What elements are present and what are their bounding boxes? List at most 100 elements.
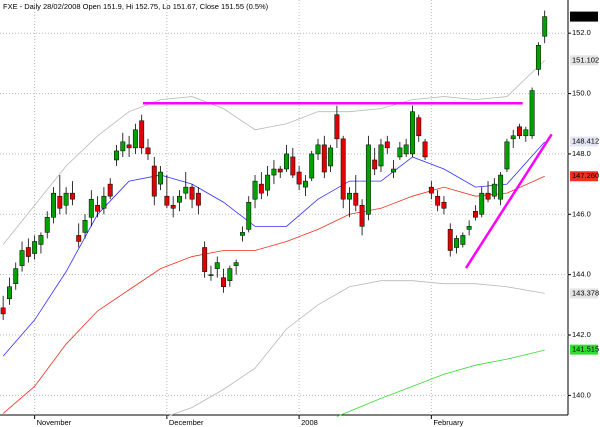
candle-body (435, 195, 441, 206)
candle-body (19, 250, 25, 266)
x-tick-label: December (169, 418, 204, 427)
candle-body (510, 135, 516, 140)
candle-body (529, 90, 535, 137)
y-tick-label: 146.0 (572, 209, 591, 218)
trendline (464, 133, 553, 269)
candle-body (347, 192, 352, 200)
candle-body (0, 307, 6, 315)
candle-body (491, 183, 497, 197)
y-tick-label: 140.0 (572, 390, 591, 399)
candle-body (69, 192, 75, 200)
candle-body (479, 192, 485, 215)
price-label: 147.260 (572, 171, 599, 180)
candle-body (454, 238, 459, 248)
price-label: 141.515 (572, 345, 599, 354)
candle-body (403, 144, 409, 155)
candle-body (158, 171, 164, 185)
candle-body (372, 159, 378, 170)
candle-body (202, 247, 208, 272)
price-label-box (570, 55, 598, 66)
candle-body (321, 144, 327, 173)
candle-body (151, 165, 157, 197)
candle-body (365, 144, 371, 215)
candle-body (523, 129, 529, 137)
candle-body (227, 268, 233, 281)
candle-body (189, 186, 195, 200)
x-tick-label: November (37, 418, 72, 427)
candle-body (139, 120, 145, 149)
price-label: 151.102 (572, 55, 599, 64)
candle-body (535, 45, 541, 70)
candle-body (195, 192, 201, 206)
candle-body (302, 180, 308, 188)
candle-body (246, 201, 252, 230)
candle-body (447, 229, 453, 251)
candle-body (221, 277, 227, 287)
candle-body (517, 126, 522, 137)
candle-body (309, 153, 315, 179)
candle-body (6, 286, 12, 300)
price-label-box (570, 171, 598, 182)
candle-body (284, 153, 289, 170)
candle-body (334, 114, 340, 140)
candle-body (277, 168, 283, 173)
candle-body (410, 111, 415, 155)
candle-body (183, 186, 189, 194)
candle-body (315, 144, 321, 155)
candle-body (542, 16, 548, 37)
y-tick-label: 144.0 (572, 270, 591, 279)
indicator-line (166, 280, 545, 417)
candle-body (378, 144, 384, 167)
price-label-box (570, 344, 598, 355)
candle-body (114, 150, 119, 161)
chart-title: FXE - Daily 28/02/2008 Open 151.9, Hi 15… (3, 2, 269, 11)
indicator-line (2, 141, 545, 357)
candle-body (95, 204, 101, 212)
candle-body (466, 226, 472, 230)
candle-body (265, 174, 271, 191)
price-label: 148.412 (572, 136, 599, 145)
x-tick-label: February (433, 418, 463, 427)
candle-body (258, 183, 264, 194)
candle-body (51, 192, 56, 218)
candle-body (82, 220, 88, 233)
candle-body (164, 195, 170, 206)
candle-body (391, 168, 397, 173)
candle-body (177, 195, 182, 203)
y-tick-label: 152.0 (572, 28, 591, 37)
x-tick-label: 2008 (301, 418, 318, 427)
candle-body (460, 235, 466, 245)
candle-body (485, 192, 491, 200)
candle-body (214, 262, 220, 269)
candle-body (384, 141, 390, 149)
candle-body (145, 147, 151, 155)
candle-body (170, 204, 176, 209)
candle-body (296, 171, 302, 185)
candle-body (397, 147, 403, 158)
candle-body (422, 141, 428, 158)
price-label: 143.378 (572, 288, 599, 297)
candle-body (25, 247, 31, 257)
candle-body (88, 198, 94, 218)
y-tick-label: 150.0 (572, 89, 591, 98)
candle-body (441, 201, 447, 209)
candle-body (120, 141, 126, 152)
candle-body (428, 186, 434, 194)
candle-body (239, 232, 245, 236)
candle-body (107, 183, 113, 197)
candle-body (290, 156, 296, 176)
indicator-line (2, 60, 545, 245)
candle-body (208, 274, 214, 276)
candle-body (101, 195, 107, 209)
candle-body (340, 138, 346, 200)
candle-body (38, 235, 44, 245)
candle-body (271, 168, 277, 176)
indicator-line (336, 349, 545, 417)
price-label-box (570, 288, 598, 299)
y-tick-label: 148.0 (572, 149, 591, 158)
candle-body (63, 192, 69, 206)
candle-body (57, 195, 63, 209)
candle-body (32, 241, 38, 254)
candle-body (76, 235, 82, 242)
